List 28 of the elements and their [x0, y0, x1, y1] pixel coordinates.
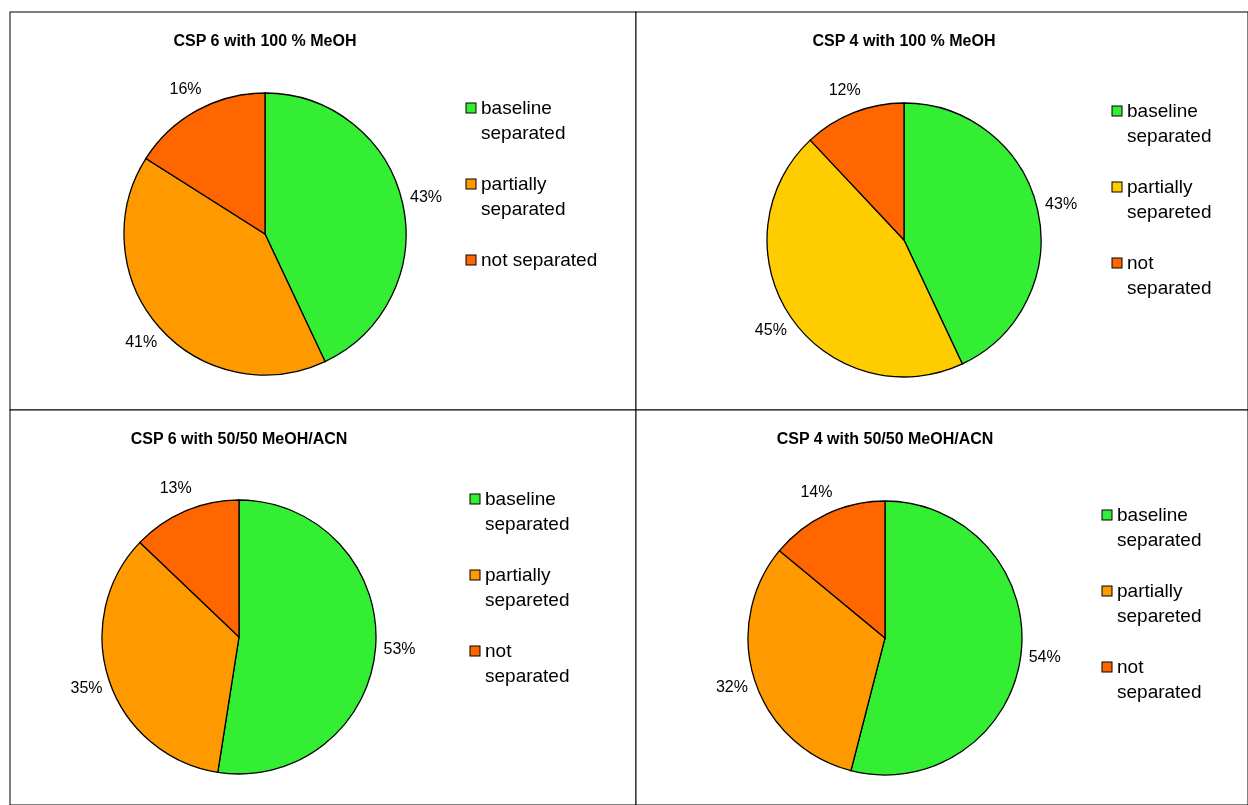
legend-label: partially separated	[481, 173, 566, 219]
chart-title: CSP 6 with 100 % MeOH	[173, 32, 357, 49]
legend-label: partially separeted	[1117, 580, 1202, 626]
legend-label: not separated	[1117, 656, 1202, 702]
data-label: 43%	[1045, 195, 1078, 213]
legend-label: not separated	[485, 640, 570, 686]
data-label: 13%	[159, 479, 192, 497]
chart-title: CSP 4 with 50/50 MeOH/ACN	[776, 430, 994, 447]
data-label: 41%	[125, 333, 158, 351]
legend-label: baseline separated	[1117, 504, 1202, 550]
data-label: 16%	[169, 79, 202, 97]
data-label: 53%	[383, 639, 416, 657]
data-label: 45%	[754, 320, 787, 338]
data-label: 14%	[800, 482, 833, 500]
legend-label: baseline separated	[1127, 100, 1212, 146]
data-label: 54%	[1028, 648, 1061, 666]
data-label: 12%	[828, 80, 861, 98]
data-label: 32%	[715, 677, 748, 695]
chart-title: CSP 6 with 50/50 MeOH/ACN	[130, 430, 348, 447]
legend-label: not separated	[481, 249, 598, 270]
data-label: 35%	[70, 678, 103, 696]
legend-label: partially separeted	[485, 564, 570, 610]
data-label: 43%	[410, 188, 443, 206]
legend-label: not separated	[1127, 252, 1212, 298]
chart-title: CSP 4 with 100 % MeOH	[812, 32, 996, 49]
legend-label: partially separeted	[1127, 176, 1212, 222]
legend-label: baseline separated	[481, 97, 566, 143]
legend-label: baseline separated	[485, 488, 570, 534]
